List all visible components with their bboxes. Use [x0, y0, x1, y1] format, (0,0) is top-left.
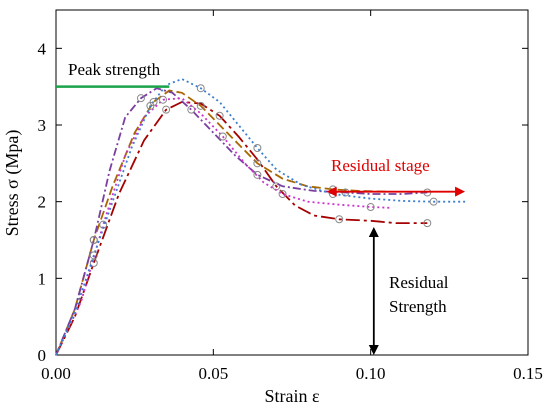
- series-4: [55, 95, 390, 356]
- y-tick-label: 4: [38, 39, 47, 58]
- series-point: [196, 101, 205, 110]
- x-tick-label: 0.10: [356, 364, 386, 383]
- annotations: Peak strength Residual stage Residual St…: [56, 60, 466, 355]
- series-point: [218, 132, 227, 141]
- residual-strength-label-line2: Strength: [389, 297, 447, 316]
- series-point: [253, 144, 262, 152]
- residual-stage-arrowhead-right: [455, 186, 466, 197]
- series-point: [89, 251, 98, 260]
- series-point: [162, 105, 171, 114]
- y-axis-ticks: 0 1 2 3 4: [38, 39, 528, 365]
- series-line: [55, 101, 428, 356]
- series-point: [278, 190, 287, 198]
- y-tick-label: 1: [38, 269, 47, 288]
- plot-frame: [55, 9, 529, 356]
- series-point: [215, 111, 224, 120]
- series-point: [196, 84, 205, 93]
- series-point: [187, 105, 196, 114]
- x-axis-ticks: 0.00 0.05 0.10 0.15: [41, 10, 543, 383]
- series-line: [55, 89, 387, 356]
- y-tick-label: 0: [38, 346, 47, 365]
- series-point: [253, 170, 262, 179]
- x-axis-label: Strain ε: [264, 386, 319, 406]
- series-point: [89, 236, 98, 244]
- y-axis-label: Stress σ (Mpa): [2, 130, 23, 237]
- residual-stage-label: Residual stage: [331, 156, 430, 175]
- series-point: [253, 159, 262, 168]
- series-point: [89, 259, 98, 267]
- series-point: [423, 219, 432, 228]
- residual-strength-label-line1: Residual: [389, 273, 449, 292]
- series-point: [158, 95, 167, 104]
- y-tick-label: 3: [38, 116, 47, 135]
- series-5: [55, 78, 466, 356]
- series-point: [429, 197, 438, 206]
- series-point: [146, 101, 155, 110]
- x-tick-label: 0.05: [198, 364, 228, 383]
- y-tick-label: 2: [38, 193, 47, 212]
- series-point: [136, 94, 145, 103]
- x-tick-label: 0.15: [513, 364, 543, 383]
- series-layer: [55, 78, 466, 356]
- series-point: [366, 203, 375, 212]
- series-line: [55, 97, 390, 356]
- series-point: [335, 215, 344, 224]
- residual-stage-arrowhead-left: [326, 186, 337, 197]
- x-tick-label: 0.00: [41, 364, 71, 383]
- peak-strength-label: Peak strength: [68, 60, 161, 79]
- residual-strength-arrowhead-top: [368, 226, 379, 237]
- series-line: [55, 87, 428, 356]
- residual-strength-arrowhead-bottom: [368, 345, 379, 355]
